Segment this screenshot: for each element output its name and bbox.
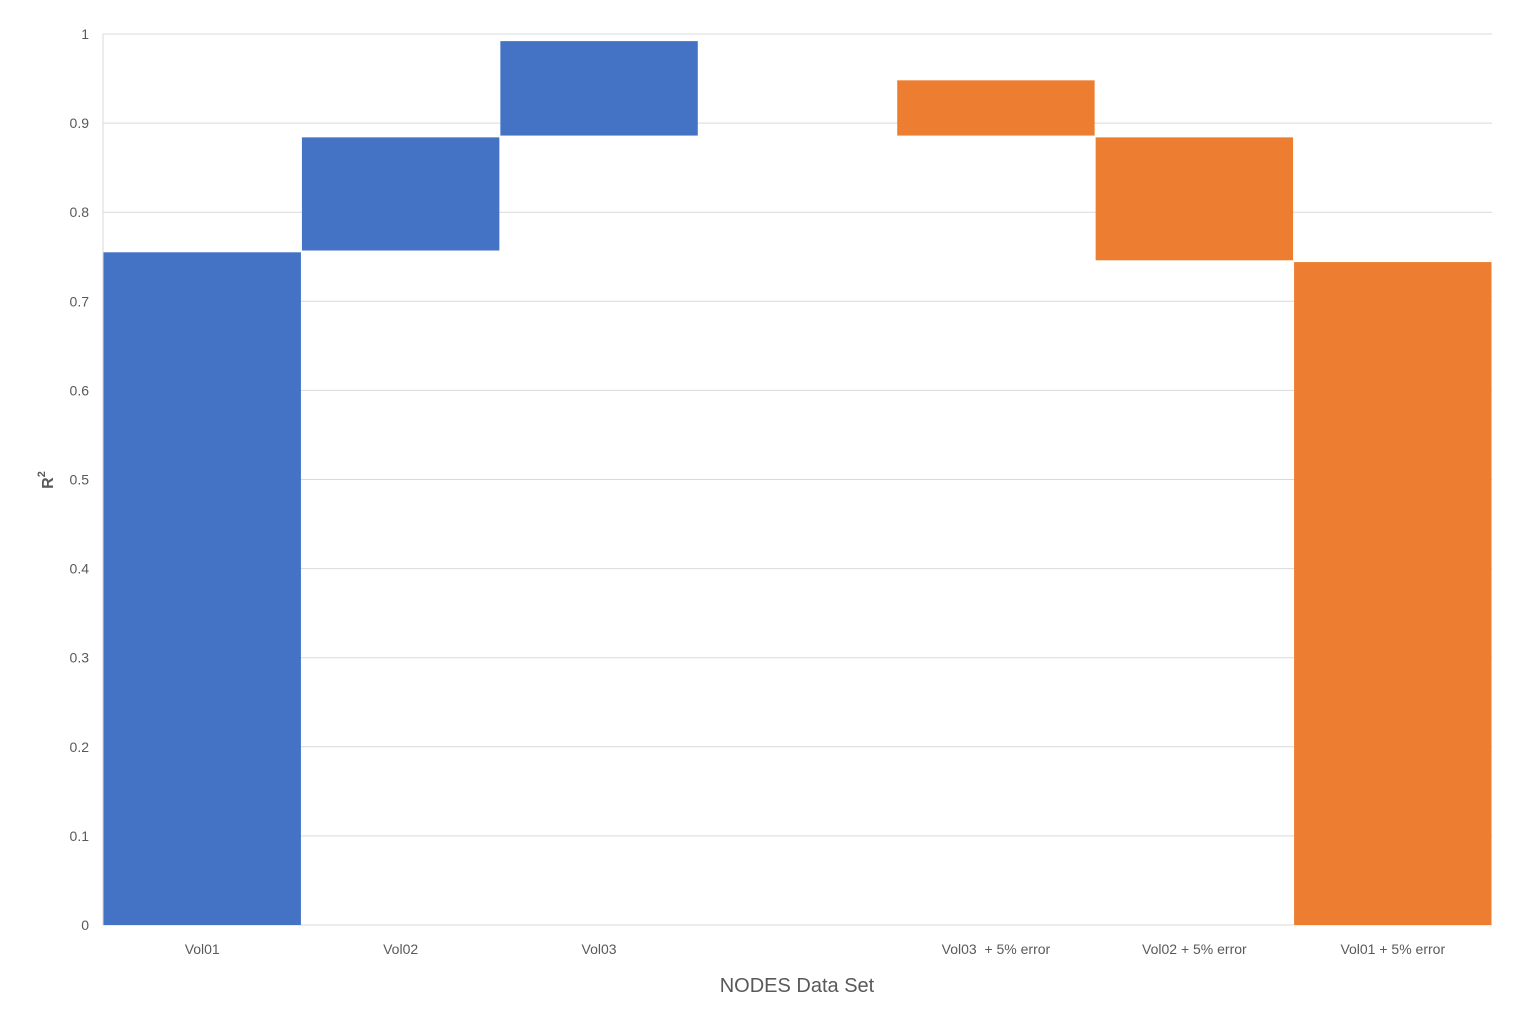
x-tick-labels: Vol01 Vol02 Vol03 Vol03 + 5% error Vol02 + 5… (185, 941, 1446, 957)
x-tick-label: Vol03 (582, 941, 617, 957)
bar-vol01 (103, 252, 301, 926)
y-axis-title-main: R (40, 477, 57, 489)
y-tick-label: 0.4 (70, 561, 90, 577)
x-tick-label: Vol02 (383, 941, 418, 957)
y-tick-label: 0.1 (70, 828, 90, 844)
x-tick-label: Vol03 + 5% error (942, 941, 1051, 957)
y-axis-title-superscript: 2 (36, 471, 48, 477)
y-tick-labels: 0 0.1 0.2 0.3 0.4 0.5 0.6 0.7 0.8 0.9 1 (70, 26, 90, 933)
x-tick-label: Vol02 + 5% error (1142, 941, 1247, 957)
bar-vol02 (301, 137, 500, 251)
x-tick-label: Vol01 + 5% error (1340, 941, 1445, 957)
y-tick-label: 0.3 (70, 650, 90, 666)
y-tick-label: 0 (81, 917, 89, 933)
y-axis-title: R2 (36, 471, 57, 489)
bars (103, 41, 1492, 926)
y-tick-label: 0.9 (70, 115, 90, 131)
bar-vol03 (500, 41, 698, 136)
y-tick-label: 0.7 (70, 293, 90, 309)
bar-vol01-5-error (1294, 262, 1492, 925)
x-tick-label: Vol01 (185, 941, 220, 957)
x-axis-title: NODES Data Set (720, 975, 875, 997)
bar-vol02-5-error (1095, 137, 1294, 261)
y-tick-label: 0.6 (70, 382, 90, 398)
y-tick-label: 0.2 (70, 739, 90, 755)
y-tick-label: 0.5 (70, 472, 90, 488)
y-tick-label: 1 (81, 26, 89, 42)
y-tick-label: 0.8 (70, 204, 90, 220)
bar-vol03-5-error (897, 80, 1095, 136)
gridlines (102, 33, 1492, 926)
